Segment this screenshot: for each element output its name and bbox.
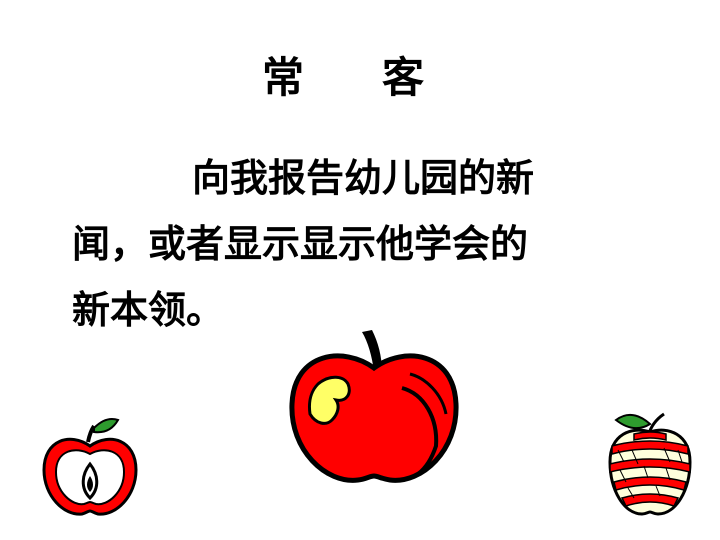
apple-core-icon bbox=[42, 418, 138, 516]
body-line-2: 闻，或者显示显示他学会的 bbox=[72, 222, 529, 266]
title-char-right: 客 bbox=[382, 53, 425, 102]
body-line-1: 向我报告幼儿园的新 bbox=[192, 156, 535, 200]
body-line-3: 新本领。 bbox=[72, 288, 225, 332]
peeled-apple-icon bbox=[608, 412, 692, 516]
title-char-left: 常 bbox=[262, 53, 305, 102]
slide-title: 常 客 bbox=[0, 50, 720, 106]
big-apple-icon bbox=[289, 330, 459, 483]
slide-body-text: 向我报告幼儿园的新 闻，或者显示显示他学会的 新本领。 bbox=[72, 145, 672, 343]
